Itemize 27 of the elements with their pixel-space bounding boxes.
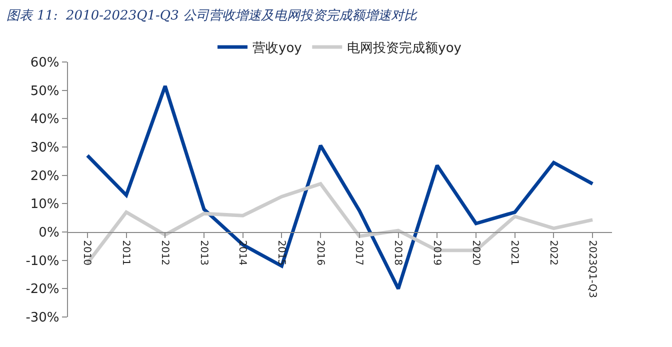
x-tick-label: 2013 — [198, 240, 209, 266]
y-tick-label: 60% — [30, 56, 60, 71]
x-tick-label: 2011 — [120, 240, 132, 266]
x-tick-label: 2016 — [314, 240, 326, 266]
x-tick-label: 2015 — [275, 240, 286, 266]
legend-label: 电网投资完成额yoy — [347, 40, 462, 56]
x-tick-label: 2020 — [470, 240, 481, 266]
x-tick-label: 2023Q1-Q3 — [586, 240, 598, 298]
chart-title: 图表 11: 2010-2023Q1-Q3 公司营收增速及电网投资完成额增速对比 — [6, 8, 418, 24]
y-tick-label: 50% — [30, 84, 60, 99]
x-tick-label: 2018 — [392, 240, 404, 266]
y-tick-label: 10% — [30, 197, 60, 212]
y-tick-label: 30% — [30, 140, 60, 156]
y-tick-label: -20% — [26, 282, 60, 298]
x-tick-label: 2022 — [547, 240, 558, 266]
x-tick-label: 2019 — [430, 240, 442, 266]
y-tick-label: -10% — [26, 254, 60, 269]
y-tick-label: 40% — [30, 112, 60, 128]
y-tick-label: 20% — [30, 168, 60, 184]
x-tick-label: 2014 — [236, 240, 248, 266]
y-tick-label: -30% — [26, 310, 60, 326]
x-tick-label: 2017 — [353, 240, 364, 266]
legend-label: 营收yoy — [252, 41, 302, 56]
x-tick-label: 2010 — [81, 240, 92, 266]
y-tick-label: 0% — [38, 226, 60, 241]
x-tick-label: 2021 — [508, 240, 520, 266]
x-tick-label: 2012 — [158, 240, 170, 266]
